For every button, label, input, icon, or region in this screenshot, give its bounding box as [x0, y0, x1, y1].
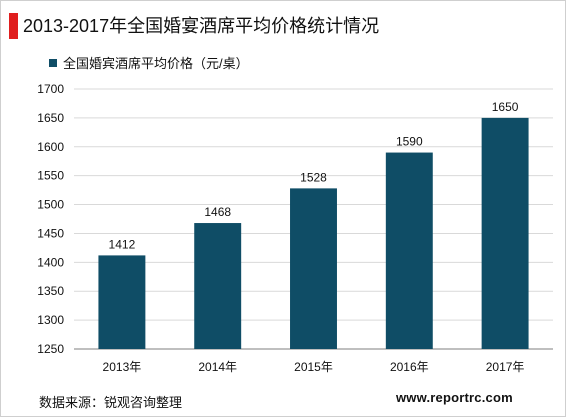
bar	[481, 117, 529, 349]
data-label: 1468	[204, 205, 231, 219]
data-label: 1650	[492, 100, 519, 114]
y-tick-label: 1550	[37, 169, 64, 183]
legend: 全国婚宾酒席平均价格（元/桌）	[49, 53, 249, 72]
y-tick-label: 1700	[37, 82, 64, 96]
x-tick-label: 2013年	[103, 360, 142, 374]
x-tick-label: 2016年	[390, 360, 429, 374]
y-tick-label: 1350	[37, 284, 64, 298]
bar	[98, 255, 146, 349]
website-link[interactable]: www.reportrc.com	[396, 390, 513, 405]
x-tick-label: 2017年	[486, 360, 525, 374]
bar	[194, 223, 242, 349]
bar	[290, 188, 337, 349]
chart-title: 2013-2017年全国婚宴酒席平均价格统计情况	[23, 16, 380, 36]
data-label: 1412	[109, 237, 136, 251]
bar	[385, 152, 433, 349]
data-label: 1590	[396, 135, 423, 149]
y-tick-label: 1600	[37, 140, 64, 154]
x-tick-label: 2015年	[294, 360, 333, 374]
data-label: 1528	[300, 170, 327, 184]
legend-label: 全国婚宾酒席平均价格（元/桌）	[63, 56, 249, 71]
legend-swatch	[49, 58, 57, 67]
y-tick-label: 1300	[37, 313, 64, 327]
y-tick-label: 1250	[37, 342, 64, 356]
y-tick-label: 1450	[37, 226, 64, 240]
y-tick-label: 1650	[37, 111, 64, 125]
data-source: 数据来源：锐观咨询整理	[39, 395, 183, 410]
x-tick-label: 2014年	[198, 360, 237, 374]
y-tick-label: 1400	[37, 255, 64, 269]
y-tick-label: 1500	[37, 198, 64, 212]
title-accent-bar	[9, 13, 18, 39]
